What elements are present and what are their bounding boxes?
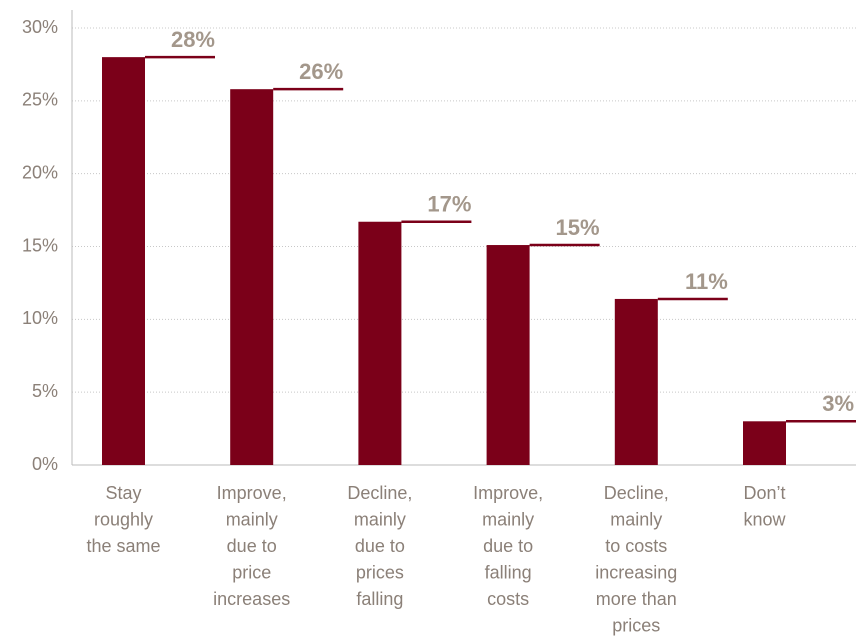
x-tick-label: due to	[227, 536, 277, 556]
bar	[486, 245, 530, 465]
y-tick-label: 5%	[32, 381, 58, 401]
x-tick-label: prices	[612, 615, 660, 635]
y-tick-label: 25%	[22, 90, 58, 110]
bar	[358, 221, 402, 465]
x-tick-label: increasing	[595, 562, 677, 582]
x-tick-label: price	[232, 562, 271, 582]
value-label: 15%	[556, 215, 600, 240]
value-label: 11%	[685, 269, 728, 294]
bar	[614, 298, 658, 465]
x-tick-label: mainly	[482, 509, 534, 529]
x-tick-label: Decline,	[604, 483, 669, 503]
value-label: 3%	[822, 391, 854, 416]
value-label: 17%	[427, 192, 471, 217]
x-tick-label: falling	[356, 589, 403, 609]
x-tick-label: mainly	[354, 509, 406, 529]
x-tick-label: Improve,	[473, 483, 543, 503]
x-tick-label: prices	[356, 562, 404, 582]
y-tick-label: 0%	[32, 454, 58, 474]
x-tick-label: increases	[213, 589, 290, 609]
x-tick-label: mainly	[226, 509, 278, 529]
x-tick-label: due to	[483, 536, 533, 556]
x-tick-label: due to	[355, 536, 405, 556]
x-tick-label: costs	[487, 589, 529, 609]
bar	[230, 89, 274, 466]
x-tick-label: mainly	[610, 509, 662, 529]
x-tick-label: know	[743, 509, 786, 529]
value-label: 28%	[171, 27, 215, 52]
x-tick-label: Decline,	[347, 483, 412, 503]
bar	[102, 57, 145, 466]
y-tick-label: 20%	[22, 162, 58, 182]
x-tick-label: falling	[485, 562, 532, 582]
x-tick-label: Improve,	[217, 483, 287, 503]
x-tick-label: more than	[596, 589, 677, 609]
x-tick-label: Stay	[105, 483, 141, 503]
bar	[743, 421, 786, 465]
x-tick-label: roughly	[94, 509, 153, 529]
value-label: 26%	[299, 59, 343, 84]
x-tick-label: to costs	[605, 536, 667, 556]
x-tick-label: Don’t	[743, 483, 785, 503]
y-tick-label: 10%	[22, 308, 58, 328]
x-tick-label: the same	[86, 536, 160, 556]
y-tick-label: 15%	[22, 235, 58, 255]
y-tick-label: 30%	[22, 17, 58, 37]
